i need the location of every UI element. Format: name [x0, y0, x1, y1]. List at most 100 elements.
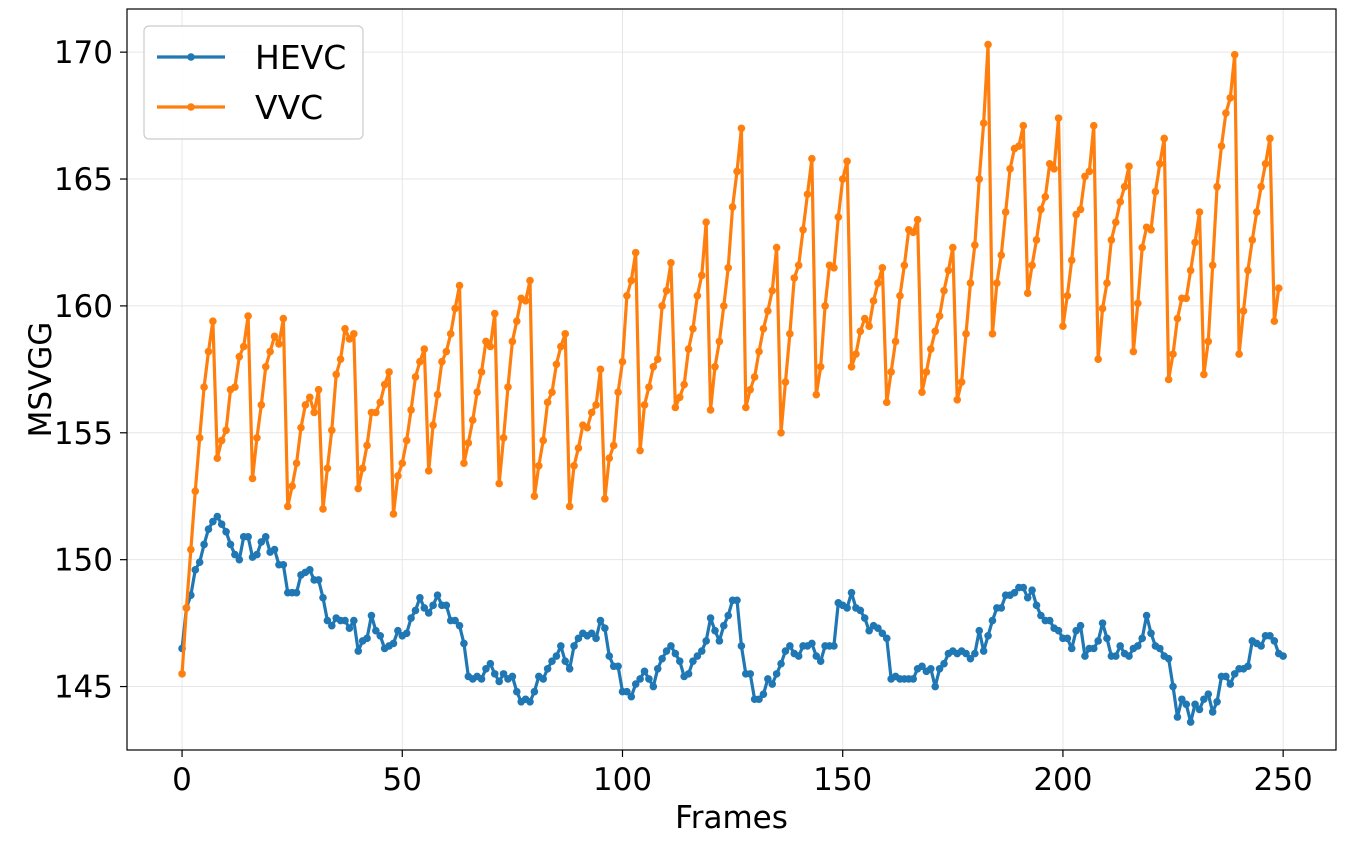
data-point — [442, 347, 451, 356]
data-point — [1125, 162, 1133, 171]
data-point — [645, 383, 653, 391]
data-point — [1045, 159, 1054, 168]
data-point — [279, 314, 288, 323]
data-point — [667, 258, 675, 267]
data-point — [882, 634, 891, 643]
data-point — [1010, 588, 1019, 597]
data-point — [376, 398, 385, 407]
data-point — [627, 276, 636, 285]
data-point — [931, 327, 940, 336]
data-point — [244, 312, 252, 320]
data-point — [940, 286, 948, 295]
data-point — [966, 279, 975, 287]
series-layer — [178, 40, 1287, 726]
data-point — [239, 342, 248, 351]
data-point — [345, 624, 354, 632]
data-point — [1208, 261, 1217, 270]
data-point — [1156, 644, 1164, 653]
data-point — [715, 637, 724, 645]
data-point — [1217, 142, 1226, 150]
data-point — [790, 274, 799, 282]
data-point — [561, 330, 570, 338]
data-point — [226, 540, 235, 549]
data-point — [803, 190, 812, 199]
data-point — [623, 687, 631, 696]
data-point — [319, 593, 327, 602]
data-point — [235, 555, 244, 564]
legend-item: VVC — [157, 88, 323, 127]
legend-label: VVC — [255, 88, 323, 127]
data-point — [182, 604, 191, 612]
data-point — [482, 337, 490, 346]
data-point — [975, 626, 984, 635]
data-point — [416, 357, 424, 366]
data-point — [609, 441, 618, 450]
data-point — [764, 307, 772, 315]
data-point — [812, 390, 821, 399]
data-point — [1257, 642, 1265, 650]
data-point — [1023, 289, 1032, 298]
data-point — [1037, 205, 1045, 214]
data-point — [649, 682, 658, 691]
data-point — [618, 357, 627, 366]
data-point — [336, 355, 345, 363]
data-point — [420, 604, 429, 612]
data-point — [561, 657, 570, 665]
data-point — [451, 616, 459, 625]
data-point — [1050, 165, 1058, 173]
data-point — [658, 654, 666, 663]
data-point — [988, 616, 997, 625]
data-point — [852, 350, 860, 358]
data-point — [1134, 299, 1142, 308]
data-point — [1279, 652, 1287, 660]
legend-label: HEVC — [255, 38, 346, 77]
data-point — [270, 332, 279, 341]
data-point — [1169, 350, 1177, 358]
data-point — [283, 502, 292, 511]
data-point — [367, 611, 376, 620]
data-point — [860, 614, 869, 622]
data-point — [777, 428, 785, 437]
data-point — [979, 647, 988, 655]
data-point — [847, 363, 856, 371]
data-point — [1239, 307, 1248, 315]
data-point — [909, 228, 917, 237]
data-point — [1028, 261, 1036, 270]
data-point — [468, 416, 477, 424]
data-point — [1147, 225, 1155, 234]
data-point — [869, 297, 878, 305]
data-point — [1200, 370, 1208, 379]
data-point — [1138, 243, 1147, 252]
data-point — [794, 652, 803, 660]
data-point — [1164, 375, 1173, 384]
data-point — [1045, 616, 1054, 625]
data-point — [1076, 621, 1085, 630]
data-point — [878, 629, 887, 638]
data-point — [261, 363, 270, 371]
data-point — [878, 264, 887, 272]
data-point — [261, 533, 270, 541]
data-point — [200, 540, 208, 549]
data-point — [195, 434, 204, 442]
legend-item: HEVC — [157, 38, 346, 77]
data-point — [213, 454, 222, 462]
data-point — [605, 652, 614, 660]
data-point — [834, 213, 843, 221]
data-point — [623, 291, 631, 300]
data-point — [552, 360, 561, 369]
data-point — [442, 601, 451, 610]
data-point — [328, 621, 336, 630]
data-point — [816, 363, 825, 371]
data-point — [949, 243, 957, 252]
data-point — [257, 401, 266, 409]
data-point — [257, 538, 266, 546]
data-point — [1248, 236, 1257, 244]
data-point — [684, 670, 693, 678]
data-point — [1230, 50, 1239, 59]
data-point — [1041, 192, 1050, 201]
data-point — [1120, 182, 1129, 191]
data-point — [543, 398, 552, 407]
data-point — [1089, 121, 1098, 130]
data-point — [675, 657, 684, 665]
data-point — [292, 588, 301, 597]
